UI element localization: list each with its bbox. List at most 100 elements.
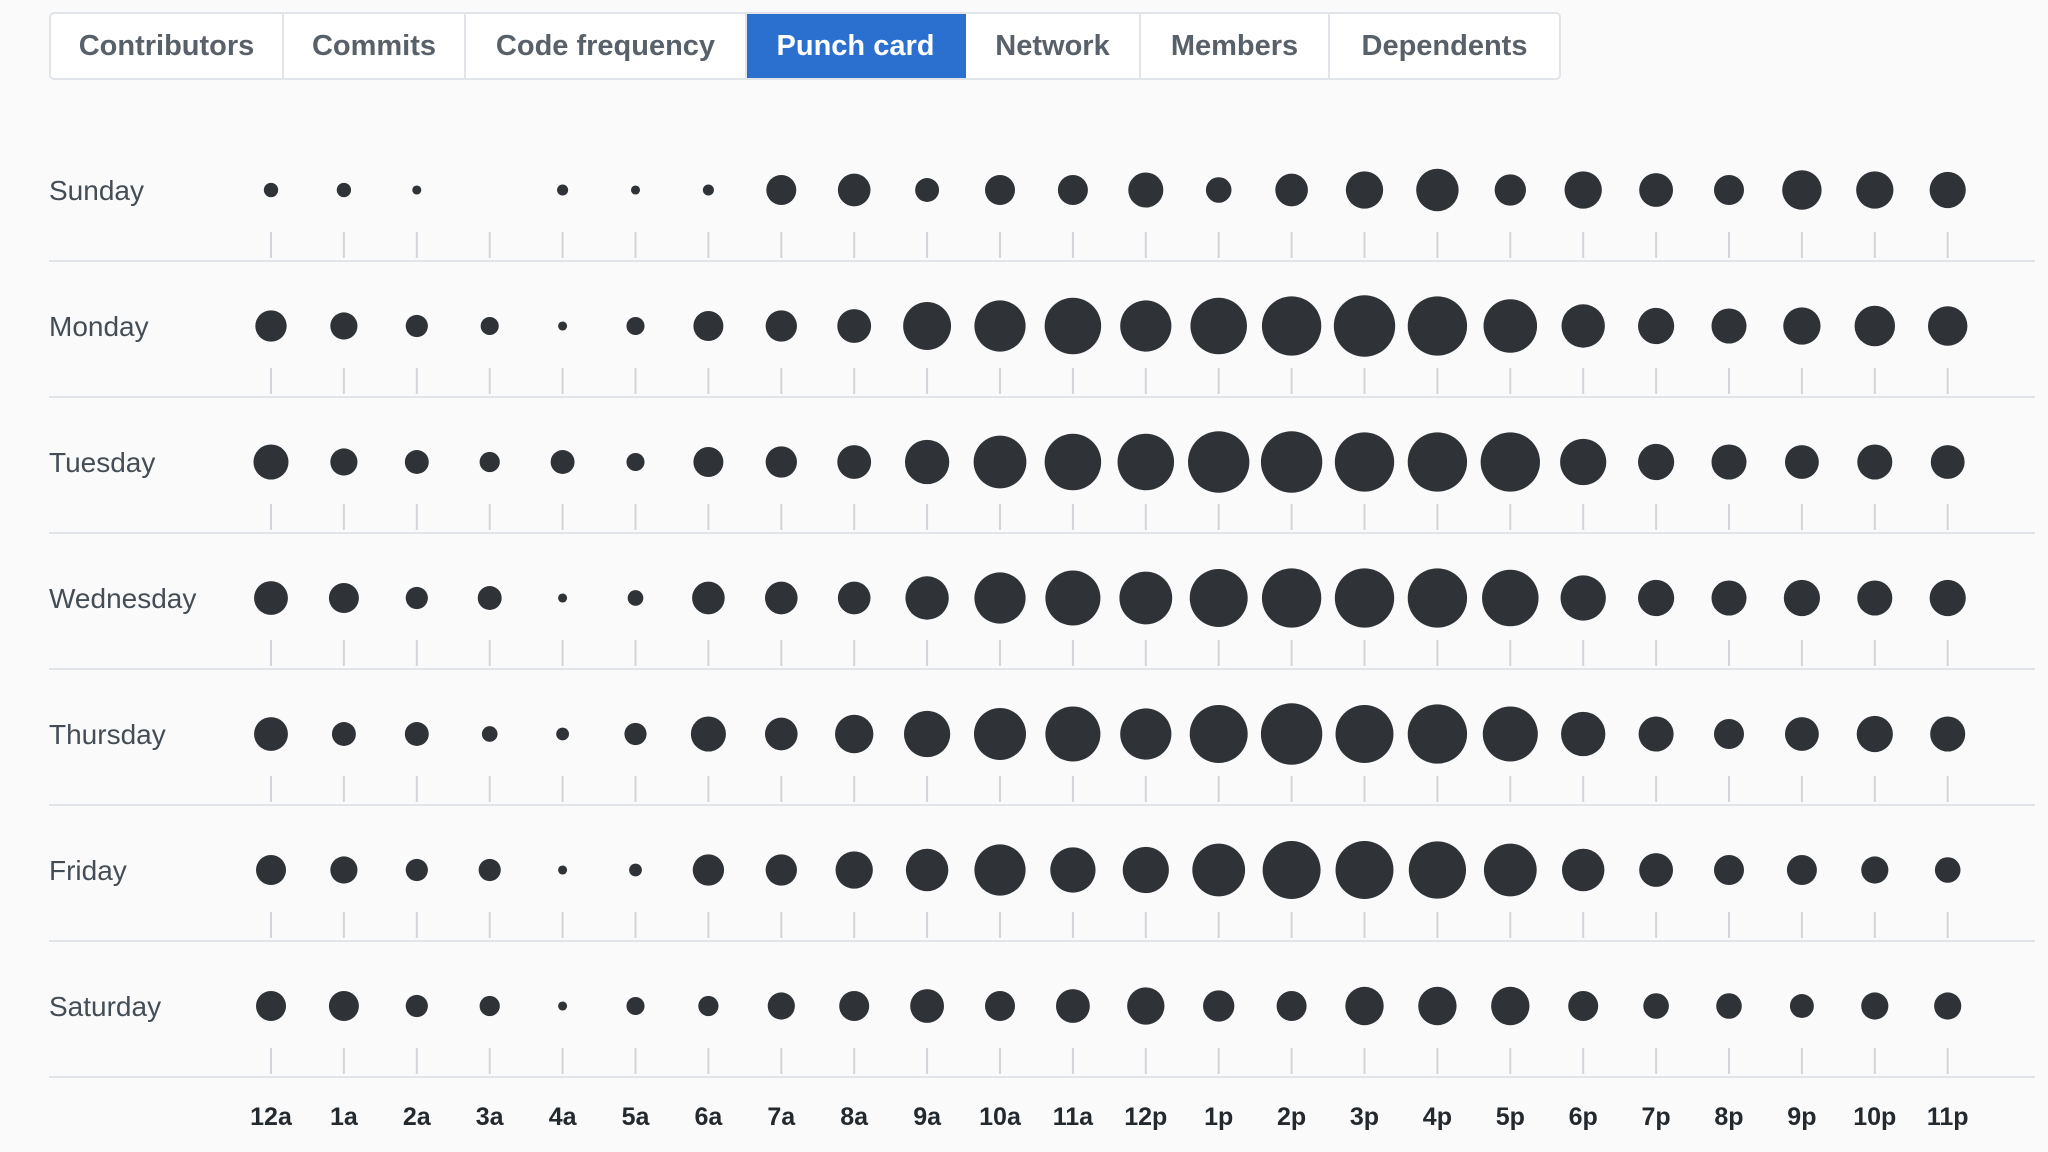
punch-dot <box>1638 579 1675 617</box>
punch-dot <box>1711 308 1747 344</box>
hour-label: 9p <box>1787 1103 1816 1131</box>
punch-dot <box>1335 841 1394 899</box>
punch-dot <box>1786 854 1817 886</box>
punch-dot <box>1275 173 1308 207</box>
hour-label: 1p <box>1204 1103 1233 1131</box>
tab-code-frequency[interactable]: Code frequency <box>466 14 747 78</box>
punch-dot <box>1335 705 1394 763</box>
punch-dot <box>1494 174 1526 206</box>
punch-dot <box>1857 580 1893 616</box>
punch-dot <box>412 185 422 195</box>
punch-dot <box>974 844 1026 896</box>
punch-dot <box>1789 994 1814 1018</box>
punch-dot <box>1861 856 1889 884</box>
punch-dot <box>692 854 725 886</box>
punch-dot <box>1262 841 1321 899</box>
punch-dot <box>558 1001 568 1011</box>
punch-dot <box>1189 705 1248 763</box>
tab-members[interactable]: Members <box>1141 14 1330 78</box>
punch-dot <box>974 708 1026 760</box>
punch-dot <box>1189 569 1248 627</box>
punch-dot <box>837 581 871 615</box>
punch-dot <box>693 446 724 478</box>
punch-dot <box>253 444 289 480</box>
punch-dot <box>626 452 645 472</box>
tab-commits[interactable]: Commits <box>284 14 466 78</box>
punch-dot <box>557 184 569 196</box>
punch-dot <box>330 856 358 884</box>
punch-dot <box>1713 854 1745 886</box>
punch-dot <box>765 446 797 478</box>
punch-dot <box>1407 296 1468 356</box>
hour-label: 8a <box>840 1103 869 1131</box>
punch-dot <box>1057 174 1088 206</box>
hour-label: 5p <box>1496 1103 1525 1131</box>
punch-dot <box>479 995 500 1017</box>
tab-contributors[interactable]: Contributors <box>51 14 284 78</box>
punch-dot <box>837 173 871 207</box>
punch-dot <box>550 450 575 474</box>
punch-dot <box>405 314 428 338</box>
punch-dot <box>1638 716 1674 752</box>
punch-dot <box>1713 718 1745 750</box>
graphs-tab-nav: Contributors Commits Code frequency Punc… <box>49 12 1561 80</box>
punch-dot <box>903 302 952 350</box>
punch-dot <box>1561 304 1605 348</box>
hour-label: 9a <box>913 1103 942 1131</box>
punch-dot <box>1711 580 1747 616</box>
punch-dot <box>405 858 428 882</box>
punch-dot <box>336 182 352 198</box>
punch-dot <box>558 865 568 875</box>
punch-dot <box>624 722 647 746</box>
punch-dot <box>1418 986 1457 1026</box>
hour-label: 8p <box>1714 1103 1743 1131</box>
punch-dot <box>1480 432 1540 492</box>
punch-dot <box>1261 296 1322 356</box>
punch-dot <box>330 312 358 340</box>
punch-dot <box>905 576 949 620</box>
punch-dot <box>1483 843 1537 897</box>
punch-dot <box>1055 989 1090 1023</box>
punch-dot <box>837 309 872 343</box>
punch-dot <box>1120 300 1172 352</box>
tab-network[interactable]: Network <box>966 14 1141 78</box>
punch-dot <box>254 581 288 615</box>
punch-dot <box>905 848 949 892</box>
punch-dot <box>1784 445 1819 479</box>
punch-dot <box>1483 299 1538 353</box>
day-label: Wednesday <box>49 583 196 614</box>
punch-dot <box>1045 706 1101 762</box>
punch-dot <box>767 992 795 1020</box>
punch-dot <box>1416 168 1459 212</box>
tab-dependents[interactable]: Dependents <box>1361 29 1528 62</box>
punch-dot <box>1934 857 1961 883</box>
punch-dot <box>1333 295 1396 357</box>
punch-dot <box>328 582 359 614</box>
punch-dot <box>910 989 945 1023</box>
punch-dot <box>1334 568 1395 628</box>
punch-dot <box>1122 846 1169 894</box>
punch-dot <box>558 321 568 331</box>
day-label: Friday <box>49 855 127 886</box>
punch-dot <box>1407 568 1468 628</box>
punch-dot <box>1407 704 1468 764</box>
punch-dot <box>1190 297 1247 355</box>
punch-dot <box>1861 992 1889 1020</box>
punch-dot <box>1782 170 1822 210</box>
punch-dot <box>1119 571 1173 625</box>
punch-dot <box>1856 715 1893 753</box>
punch-dot <box>984 174 1016 206</box>
punch-dot <box>1127 987 1165 1025</box>
punch-dot <box>690 716 726 752</box>
punch-dot <box>1188 431 1250 493</box>
punch-dot <box>330 448 358 476</box>
punch-dot <box>837 445 872 479</box>
tab-punch-card[interactable]: Punch card <box>747 14 966 78</box>
punch-dot <box>698 995 719 1017</box>
hour-label: 12p <box>1124 1103 1167 1131</box>
punch-dot <box>839 990 870 1022</box>
punch-dot <box>974 572 1026 624</box>
punch-dot <box>1120 708 1172 760</box>
punch-dot <box>764 581 798 615</box>
